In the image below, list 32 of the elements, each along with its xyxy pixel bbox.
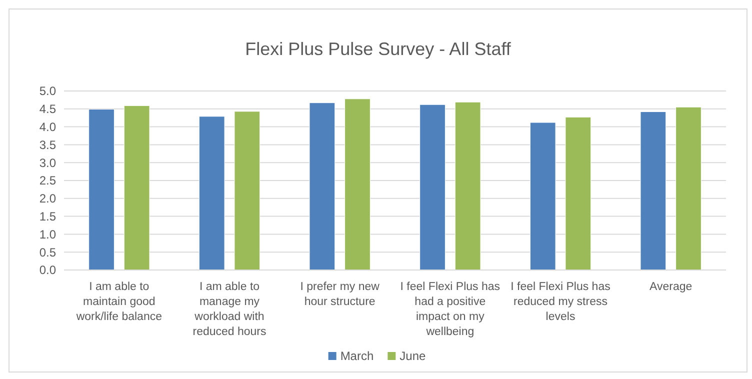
y-tick-label: 2.0 <box>39 192 56 206</box>
x-tick-label: I feel Flexi Plus has reduced my stress levels <box>510 281 611 323</box>
y-tick-label: 4.5 <box>39 102 56 116</box>
legend-label: June <box>400 349 426 363</box>
bar <box>234 111 260 270</box>
legend-label: March <box>340 349 374 363</box>
bar <box>565 116 592 270</box>
bar <box>309 102 336 270</box>
bar <box>344 98 370 270</box>
bar <box>124 105 150 270</box>
chart-title: Flexi Plus Pulse Survey - All Staff <box>245 39 512 59</box>
y-tick-label: 5.0 <box>39 84 56 98</box>
x-tick-label: I feel Flexi Plus has had a positive impact on my wellbeing <box>400 281 500 338</box>
bar <box>198 116 225 270</box>
bar <box>640 112 666 270</box>
x-tick-label: I am able to maintain good work/life balance <box>75 281 162 323</box>
y-tick-label: 3.0 <box>39 156 56 170</box>
y-tick-label: 0.0 <box>39 263 56 278</box>
y-tick-label: 2.5 <box>39 174 56 188</box>
bar <box>530 122 556 270</box>
bar <box>454 102 481 270</box>
bar <box>420 104 446 270</box>
y-tick-label: 0.5 <box>39 245 56 260</box>
y-tick-label: 1.5 <box>39 210 56 224</box>
x-tick-label: Average <box>650 281 692 293</box>
y-tick-label: 3.5 <box>39 138 56 152</box>
y-tick-label: 4.0 <box>39 120 56 134</box>
x-tick-label: I prefer my new hour structure <box>300 281 380 308</box>
y-tick-label: 1.0 <box>39 227 56 242</box>
bar <box>676 106 702 270</box>
bar <box>88 109 114 270</box>
x-tick-label: I am able to manage my workload with reduced hours <box>192 281 267 338</box>
